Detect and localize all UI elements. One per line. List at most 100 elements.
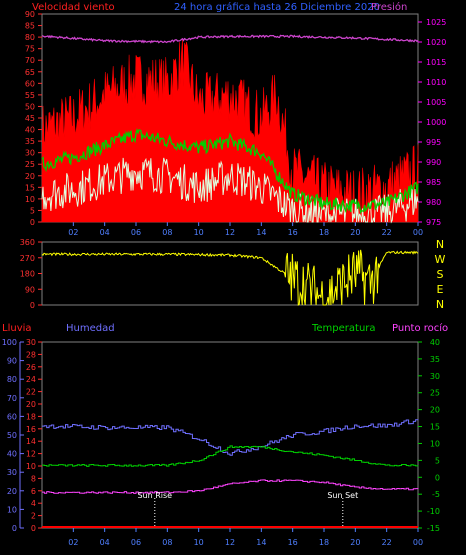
humidity-tick-label: 30 — [7, 468, 17, 477]
x-tick-label: 12 — [225, 228, 235, 237]
y2-tick-label: 1000 — [426, 118, 446, 127]
y2-tick-label: 1015 — [426, 58, 446, 67]
temperature-line — [42, 445, 419, 467]
y-tick-label: 90 — [25, 285, 35, 294]
y2-tick-label: 995 — [426, 138, 441, 147]
sunrise-label: Sun Rise — [137, 491, 172, 500]
temperature-tick-label: 20 — [430, 406, 440, 415]
rain-tick-label: 30 — [26, 338, 36, 347]
y-tick-label: 75 — [25, 45, 35, 54]
x-tick-label: 10 — [194, 228, 204, 237]
x-tick-label: 02 — [68, 538, 78, 547]
y2-tick-label: 985 — [426, 178, 441, 187]
humidity-tick-label: 20 — [7, 487, 17, 496]
y-tick-label: 50 — [25, 102, 35, 111]
compass-label: N — [436, 238, 444, 251]
y2-tick-label: 990 — [426, 158, 441, 167]
wind-speed-line — [41, 157, 419, 224]
y-tick-label: 25 — [25, 160, 35, 169]
humidity-tick-label: 70 — [7, 394, 17, 403]
x-tick-label: 00 — [413, 228, 423, 237]
rain-tick-label: 12 — [26, 450, 36, 459]
rain-tick-label: 16 — [26, 425, 36, 434]
temperature-tick-label: 10 — [430, 439, 440, 448]
temperature-tick-label: -10 — [427, 507, 440, 516]
temperature-tick-label: -15 — [427, 524, 440, 533]
x-tick-label: 14 — [256, 228, 266, 237]
x-tick-label: 06 — [131, 228, 141, 237]
rain-tick-label: 20 — [26, 400, 36, 409]
wind-pressure-panel: 0510152025303540455055606570758085909759… — [25, 10, 447, 237]
rain-tick-label: 18 — [26, 412, 36, 421]
humidity-tick-label: 100 — [2, 338, 17, 347]
y-tick-label: 55 — [25, 91, 35, 100]
rain-tick-label: 24 — [26, 375, 36, 384]
y-tick-label: 0 — [30, 301, 35, 310]
y2-tick-label: 1020 — [426, 38, 446, 47]
x-tick-label: 14 — [256, 538, 266, 547]
x-tick-label: 10 — [194, 538, 204, 547]
rain-tick-label: 4 — [31, 499, 36, 508]
pressure-label: Presión — [371, 1, 407, 13]
compass-label: S — [437, 268, 444, 281]
humidity-tick-label: 60 — [7, 412, 17, 421]
x-tick-label: 00 — [413, 538, 423, 547]
chart-date-title: 24 hora gráfica hasta 26 Diciembre 2020 — [174, 1, 380, 13]
y-tick-label: 45 — [25, 114, 35, 123]
temperature-tick-label: 35 — [430, 355, 440, 364]
x-tick-label: 04 — [100, 228, 110, 237]
humidity-tick-label: 10 — [7, 505, 17, 514]
y-tick-label: 40 — [25, 126, 35, 135]
y-tick-label: 70 — [25, 56, 35, 65]
y-tick-label: 5 — [30, 206, 35, 215]
temperature-tick-label: -5 — [432, 490, 440, 499]
y-tick-label: 80 — [25, 33, 35, 42]
sunset-label: Sun Set — [327, 491, 358, 500]
y-tick-label: 60 — [25, 79, 35, 88]
x-tick-label: 02 — [68, 228, 78, 237]
rain-tick-label: 10 — [26, 462, 36, 471]
compass-label: N — [436, 298, 444, 311]
temperature-tick-label: 5 — [435, 456, 440, 465]
y-tick-label: 360 — [20, 238, 35, 247]
y-tick-label: 30 — [25, 149, 35, 158]
rain-tick-label: 8 — [31, 474, 36, 483]
y2-tick-label: 1025 — [426, 18, 446, 27]
humidity-tick-label: 40 — [7, 450, 17, 459]
y2-tick-label: 1010 — [426, 78, 446, 87]
temperature-tick-label: 30 — [430, 372, 440, 381]
y-tick-label: 180 — [20, 270, 35, 279]
x-tick-label: 16 — [288, 538, 298, 547]
wind-speed-label: Velocidad viento — [32, 2, 115, 13]
x-tick-label: 16 — [288, 228, 298, 237]
x-tick-label: 20 — [350, 228, 360, 237]
plot-frame — [41, 341, 419, 529]
temperature-tick-label: 25 — [430, 389, 440, 398]
humidity-tick-label: 0 — [12, 524, 17, 533]
x-tick-label: 08 — [162, 538, 172, 547]
x-tick-label: 18 — [319, 538, 329, 547]
compass-label: E — [437, 283, 444, 296]
x-tick-label: 20 — [350, 538, 360, 547]
rain-label: Lluvia — [2, 323, 32, 334]
temperature-tick-label: 40 — [430, 338, 440, 347]
y2-tick-label: 980 — [426, 198, 441, 207]
humidity-label: Humedad — [66, 323, 115, 334]
y-tick-label: 20 — [25, 172, 35, 181]
x-tick-label: 12 — [225, 538, 235, 547]
x-tick-label: 18 — [319, 228, 329, 237]
y-tick-label: 65 — [25, 68, 35, 77]
y-tick-label: 90 — [25, 10, 35, 19]
y2-tick-label: 1005 — [426, 98, 446, 107]
compass-label: W — [435, 253, 446, 266]
rain-tick-label: 6 — [31, 487, 36, 496]
y-tick-label: 10 — [25, 195, 35, 204]
dewpoint-label: Punto rocío — [392, 322, 448, 334]
x-tick-label: 06 — [131, 538, 141, 547]
x-tick-label: 08 — [162, 228, 172, 237]
humidity-line — [42, 419, 419, 456]
dewpoint-line — [42, 479, 419, 494]
plot-frame — [41, 241, 419, 306]
x-tick-label: 22 — [382, 538, 392, 547]
